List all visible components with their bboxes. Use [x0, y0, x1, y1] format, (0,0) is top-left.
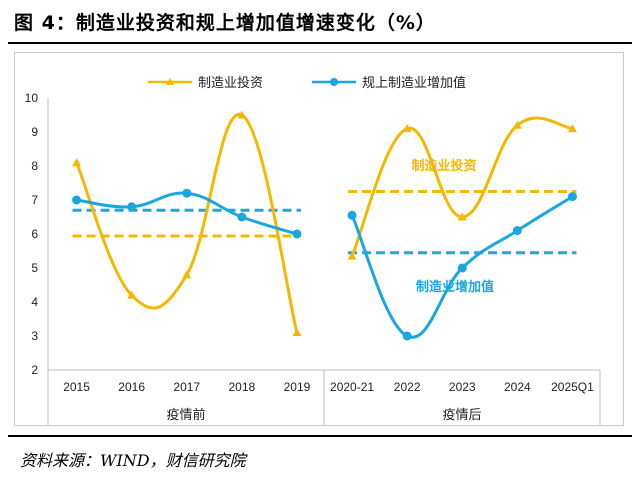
y-tick-label: 4	[31, 295, 38, 309]
data-point-investment	[237, 110, 247, 119]
data-point-investment	[512, 120, 522, 129]
figure-title: 图 4：制造业投资和规上增加值增速变化（%）	[14, 12, 436, 34]
data-point-investment	[292, 328, 302, 337]
title-rule	[8, 42, 632, 44]
x-tick-label: 2020-21	[330, 380, 374, 394]
legend-label-investment: 制造业投资	[198, 75, 263, 91]
x-tick-label: 2023	[449, 380, 476, 394]
x-tick-label: 2019	[284, 380, 311, 394]
annotation-value-added: 制造业增加值	[416, 279, 494, 295]
source-note: 资料来源：WIND，财信研究院	[20, 451, 246, 470]
average-lines	[72, 190, 577, 255]
data-point-investment	[72, 158, 82, 167]
data-point-investment	[182, 270, 192, 279]
series-line-value-added-0	[76, 191, 298, 236]
data-point-value-added	[512, 226, 522, 236]
x-tick-label: 2016	[118, 380, 145, 394]
chart-annotations: 制造业投资 制造业增加值	[411, 158, 494, 295]
y-tick-label: 5	[31, 261, 38, 275]
data-point-investment	[567, 124, 577, 133]
chart-frame	[14, 52, 624, 426]
legend-label-value-added: 规上制造业增加值	[362, 75, 466, 91]
y-tick-label: 10	[25, 91, 39, 105]
data-point-investment	[402, 124, 412, 133]
y-tick-label: 9	[31, 125, 38, 139]
data-point-value-added	[567, 192, 577, 202]
legend-marker-triangle-icon	[166, 78, 174, 85]
series-line-investment-0	[75, 113, 299, 333]
x-tick-label: 2025Q1	[551, 380, 594, 394]
data-point-investment	[127, 290, 137, 299]
data-point-value-added	[72, 195, 82, 205]
data-point-value-added	[347, 210, 357, 220]
series-line-value-added-1	[350, 195, 574, 339]
legend-marker-circle-icon	[330, 78, 338, 86]
series-lines	[72, 110, 577, 341]
legend-item-investment[interactable]: 制造业投资	[148, 75, 263, 91]
data-point-value-added	[127, 202, 137, 212]
data-point-value-added	[457, 263, 467, 273]
y-tick-label: 6	[31, 227, 38, 241]
series-line-investment-1	[350, 116, 573, 257]
data-point-value-added	[182, 188, 192, 198]
data-point-value-added	[237, 212, 247, 222]
data-point-investment	[347, 251, 357, 260]
group-label: 疫情前	[166, 407, 205, 423]
y-tick-label: 2	[31, 363, 38, 377]
annotation-investment: 制造业投资	[411, 158, 476, 174]
legend-item-value-added[interactable]: 规上制造业增加值	[312, 75, 466, 91]
chart-legend: 制造业投资 规上制造业增加值	[148, 75, 466, 91]
data-point-value-added	[402, 331, 412, 341]
chart-axes: 2 3 4 5 6 7 8 9 10 2015 2016 2017 2018 2019 2020-21 202…	[25, 91, 601, 425]
data-point-investment	[457, 212, 467, 221]
x-tick-label: 2017	[173, 380, 200, 394]
x-tick-label: 2015	[63, 380, 90, 394]
data-point-value-added	[292, 229, 302, 239]
y-tick-label: 7	[31, 193, 38, 207]
group-label: 疫情后	[442, 407, 481, 423]
y-tick-label: 3	[31, 329, 38, 343]
x-tick-label: 2022	[394, 380, 421, 394]
x-tick-label: 2018	[228, 380, 255, 394]
footer-rule	[8, 435, 632, 437]
y-tick-label: 8	[31, 159, 38, 173]
x-tick-label: 2024	[504, 380, 531, 394]
